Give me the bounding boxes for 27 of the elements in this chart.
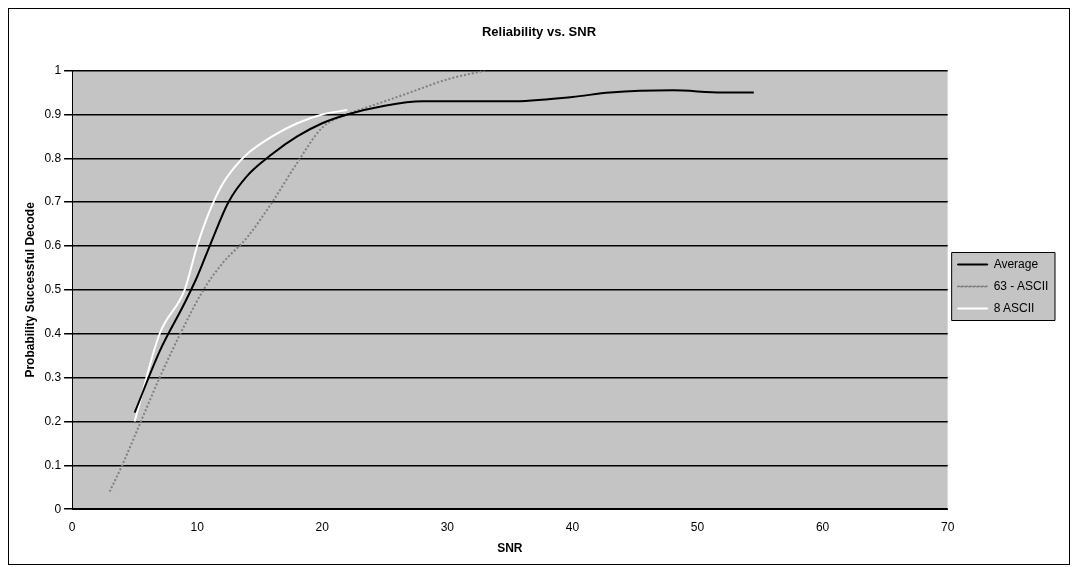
y-tick-label: 0.7 [44,194,62,209]
x-tick-label: 10 [190,519,205,534]
y-tick-label: 0.5 [44,282,62,297]
x-tick-label: 0 [68,519,76,534]
y-tick-label: 0.9 [44,106,62,121]
y-tick-label: 1 [54,62,62,77]
x-tick-label: 70 [940,519,955,534]
y-tick-label: 0.3 [44,369,62,384]
x-tick-label: 20 [315,519,330,534]
y-tick-label: 0.2 [44,413,62,428]
line-series [108,70,486,493]
chart-title: Reliability vs. SNR [481,24,597,40]
y-tick-label: 0.6 [44,238,62,253]
legend-label: 8 ASCII [993,300,1035,315]
x-tick-label: 30 [440,519,455,534]
legend-label: 63 - ASCII [993,278,1049,293]
y-tick-label: 0 [54,501,62,516]
y-axis-title: Probability Successful Decode [22,201,37,378]
x-tick-label: 60 [815,519,830,534]
y-tick-label: 0.8 [44,150,62,165]
x-tick-label: 40 [565,519,580,534]
legend-label: Average [993,256,1039,271]
x-axis-title: SNR [497,541,523,556]
x-tick-label: 50 [690,519,705,534]
line-series [133,109,349,423]
y-tick-label: 0.4 [44,326,62,341]
y-tick-label: 0.1 [44,457,62,472]
